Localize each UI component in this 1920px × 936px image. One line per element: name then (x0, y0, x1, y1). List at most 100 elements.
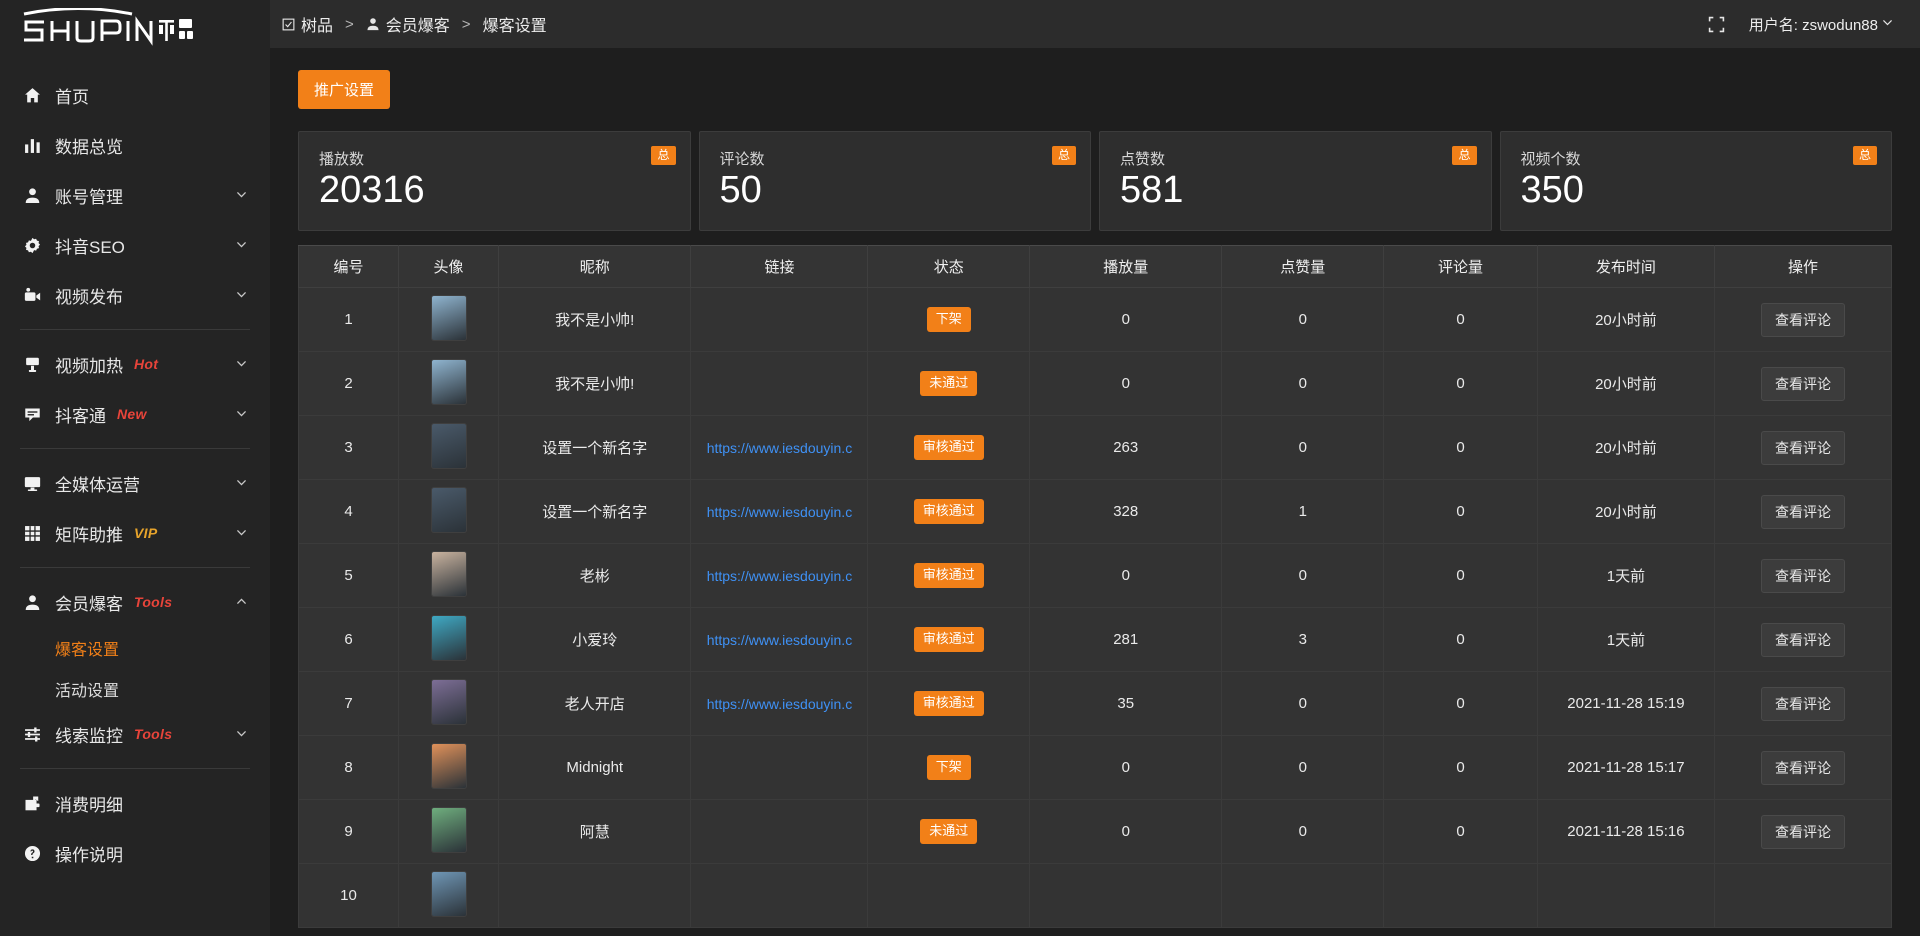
video-link[interactable]: https://www.iesdouyin.c (706, 631, 853, 648)
video-link[interactable]: https://www.iesdouyin.c (706, 567, 853, 584)
table-header-row: 编号 头像 昵称 链接 状态 播放量 点赞量 评论量 发布时间 操作 (297, 245, 1893, 288)
status-badge: 总 (651, 146, 676, 165)
table-header: 编号 头像 昵称 链接 状态 播放量 点赞量 评论量 发布时间 操作 (297, 245, 1893, 288)
sidebar-item-omnimedia-ops[interactable]: 全媒体运营 (0, 458, 270, 508)
sidebar-subitem-baoke-settings[interactable]: 爆客设置 (0, 627, 270, 668)
sidebar-nav: 首页 数据总览 账号管理 (0, 56, 270, 878)
avatar (431, 423, 466, 468)
brand-logo[interactable] (0, 0, 270, 56)
sidebar-item-lead-monitor[interactable]: 线索监控 Tools (0, 709, 270, 759)
sidebar-item-label: 操作说明 (55, 845, 123, 865)
breadcrumb-label: 爆客设置 (482, 18, 547, 35)
status-badge: 审核通过 (913, 499, 984, 524)
video-table-wrapper: 编号 头像 昵称 链接 状态 播放量 点赞量 评论量 发布时间 操作 1 我不是小 (297, 245, 1893, 928)
sidebar-divider-1 (20, 329, 250, 330)
cell-action: 查看评论 (1713, 415, 1893, 480)
sidebar-item-douketong[interactable]: 抖客通 New (0, 389, 270, 439)
sidebar-divider-2 (20, 448, 250, 449)
status-badge: 总 (1452, 146, 1477, 165)
col-header-plays: 播放量 (1029, 245, 1223, 288)
status-badge: 下架 (926, 755, 971, 780)
view-comments-button[interactable]: 查看评论 (1760, 302, 1845, 337)
view-comments-button[interactable]: 查看评论 (1760, 430, 1845, 465)
sidebar-tag-vip: VIP (134, 525, 158, 541)
cell-nickname: 老人开店 (498, 671, 692, 736)
col-header-avatar: 头像 (398, 245, 500, 288)
cell-id: 4 (297, 479, 400, 544)
chevron-down-icon (235, 476, 248, 491)
sidebar-item-data-overview[interactable]: 数据总览 (0, 120, 270, 170)
sidebar-item-douyin-seo[interactable]: 抖音SEO (0, 220, 270, 270)
cell-likes: 0 (1221, 671, 1385, 736)
breadcrumb-label: 会员爆客 (385, 18, 450, 35)
col-header-link: 链接 (690, 245, 869, 288)
table-row: 10 (297, 863, 1893, 928)
table-row: 2 我不是小帅! 未通过 0 0 0 20小时前 查看评论 (297, 351, 1893, 416)
cell-action: 查看评论 (1713, 607, 1893, 672)
stat-value: 581 (1120, 169, 1184, 211)
status-badge: 审核通过 (913, 563, 984, 588)
cell-plays: 35 (1029, 671, 1223, 736)
home-icon (20, 87, 44, 104)
cell-likes (1221, 863, 1385, 928)
sidebar-item-video-boost[interactable]: 视频加热 Hot (0, 339, 270, 389)
cell-plays: 263 (1029, 415, 1223, 480)
sidebar-item-consumption-detail[interactable]: 消费明细 (0, 778, 270, 828)
sidebar-subitem-activity-settings[interactable]: 活动设置 (0, 668, 270, 709)
cell-link: https://www.iesdouyin.c (690, 479, 869, 544)
sidebar: 首页 数据总览 账号管理 (0, 0, 270, 936)
main-area: 树品 > 会员爆客 > 爆客设置 (270, 0, 1920, 936)
fullscreen-icon[interactable] (1708, 16, 1725, 33)
status-badge: 审核通过 (913, 627, 984, 652)
cell-time: 20小时前 (1536, 351, 1715, 416)
fire-boost-icon (20, 356, 44, 373)
view-comments-button[interactable]: 查看评论 (1760, 494, 1845, 529)
sidebar-item-label: 全媒体运营 (55, 475, 140, 495)
sidebar-item-video-publish[interactable]: 视频发布 (0, 270, 270, 320)
user-menu[interactable]: 用户名: zswodun88 (1749, 14, 1894, 35)
breadcrumb-item-shupin[interactable]: 树品 (282, 12, 333, 36)
cell-likes: 0 (1221, 415, 1385, 480)
video-link[interactable]: https://www.iesdouyin.c (706, 503, 853, 520)
cell-avatar (398, 863, 500, 928)
cell-avatar (398, 671, 500, 736)
sidebar-item-home[interactable]: 首页 (0, 70, 270, 120)
view-comments-button[interactable]: 查看评论 (1760, 686, 1845, 721)
cell-nickname: 阿慧 (498, 799, 692, 864)
col-header-likes: 点赞量 (1221, 245, 1385, 288)
col-header-id: 编号 (297, 245, 400, 288)
cell-time: 2021-11-28 15:19 (1536, 671, 1715, 736)
sidebar-item-account-manage[interactable]: 账号管理 (0, 170, 270, 220)
cell-nickname: 设置一个新名字 (498, 415, 692, 480)
view-comments-button[interactable]: 查看评论 (1760, 622, 1845, 657)
avatar (431, 295, 466, 340)
cell-plays: 0 (1029, 799, 1223, 864)
cell-avatar (398, 287, 500, 352)
user-label: 用户名: zswodun88 (1748, 16, 1878, 34)
video-link[interactable]: https://www.iesdouyin.c (706, 439, 853, 456)
breadcrumb: 树品 > 会员爆客 > 爆客设置 (270, 12, 547, 36)
cell-time: 20小时前 (1536, 287, 1715, 352)
cell-plays: 281 (1029, 607, 1223, 672)
sidebar-item-member-baoke[interactable]: 会员爆客 Tools (0, 577, 270, 627)
breadcrumb-item-member-baoke[interactable]: 会员爆客 (366, 12, 450, 36)
cell-comments: 0 (1383, 479, 1538, 544)
video-link[interactable]: https://www.iesdouyin.c (706, 695, 853, 712)
cell-state: 审核通过 (867, 671, 1031, 736)
cell-likes: 0 (1221, 287, 1385, 352)
view-comments-button[interactable]: 查看评论 (1760, 814, 1845, 849)
cell-time: 20小时前 (1536, 415, 1715, 480)
stat-card-video-count: 视频个数 350 总 (1499, 131, 1892, 231)
sidebar-item-matrix-boost[interactable]: 矩阵助推 VIP (0, 508, 270, 558)
view-comments-button[interactable]: 查看评论 (1760, 750, 1845, 785)
cell-link: https://www.iesdouyin.c (690, 543, 869, 608)
view-comments-button[interactable]: 查看评论 (1760, 366, 1845, 401)
cell-likes: 0 (1221, 735, 1385, 800)
topbar-right: 用户名: zswodun88 (1708, 14, 1894, 35)
gear-icon (20, 237, 44, 254)
view-comments-button[interactable]: 查看评论 (1760, 558, 1845, 593)
sidebar-item-instructions[interactable]: 操作说明 (0, 828, 270, 878)
cell-action: 查看评论 (1713, 799, 1893, 864)
cell-comments: 0 (1383, 735, 1538, 800)
promo-settings-button[interactable]: 推广设置 (298, 70, 391, 109)
